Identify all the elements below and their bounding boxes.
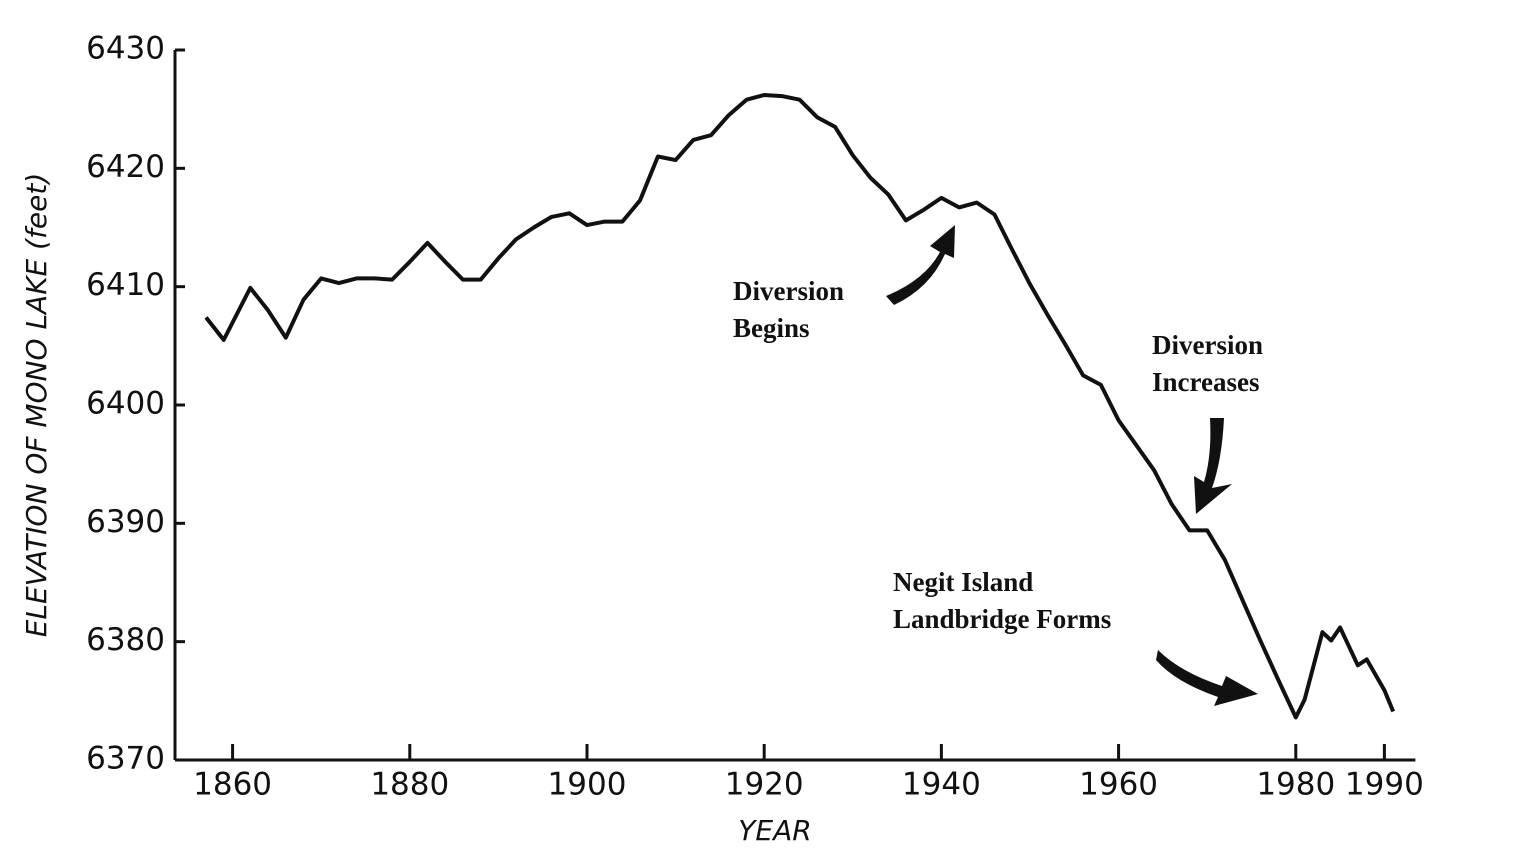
y-tick-label: 6430 [86,31,165,67]
x-tick-label: 1900 [548,767,627,803]
x-tick-label: 1990 [1345,767,1424,803]
annotation: Begins [733,313,810,343]
x-tick-label: 1880 [370,767,449,803]
arrow [1156,650,1258,706]
x-tick-label: 1960 [1079,767,1158,803]
x-tick-label: 1860 [193,767,272,803]
data-line [204,93,1396,720]
x-axis-label: YEAR [738,814,811,847]
arrow [1194,418,1232,514]
y-tick-label: 6380 [86,622,165,658]
y-tick-label: 6390 [86,504,165,540]
y-tick-label: 6410 [86,267,165,303]
annotation: Negit Island [893,567,1033,597]
y-axis-label: ELEVATION OF MONO LAKE (feet) [20,173,53,638]
annotation-arrows [886,225,1258,706]
annotation: Increases [1152,367,1260,397]
x-tick-label: 1920 [725,767,804,803]
arrow [886,225,955,305]
annotation: Diversion [733,276,844,306]
x-tick-label: 1940 [902,767,981,803]
annotation: Diversion [1152,330,1263,360]
y-tick-label: 6420 [86,149,165,185]
x-tick-label: 1980 [1256,767,1335,803]
y-tick-label: 6370 [86,741,165,777]
annotation: Landbridge Forms [893,604,1111,634]
y-tick-label: 6400 [86,386,165,422]
